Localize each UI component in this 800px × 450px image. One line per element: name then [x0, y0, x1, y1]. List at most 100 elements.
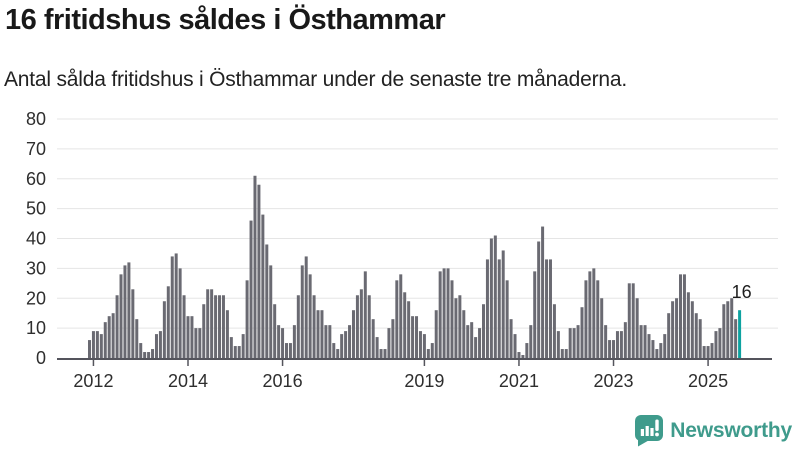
bar: [671, 301, 675, 358]
newsworthy-logo: Newsworthy: [635, 415, 792, 447]
bar: [375, 337, 379, 358]
bar: [182, 295, 186, 358]
bar: [225, 310, 229, 358]
bar: [351, 310, 355, 358]
bar: [178, 268, 182, 359]
x-tick-label: 2012: [73, 371, 113, 391]
bar: [698, 319, 702, 358]
bar: [277, 325, 281, 358]
bar: [285, 343, 288, 358]
bar: [541, 226, 545, 358]
highlighted-bar: [738, 310, 742, 358]
bar: [458, 295, 462, 358]
bar: [257, 184, 261, 358]
bar: [237, 346, 241, 358]
bar: [324, 325, 328, 358]
bar: [493, 235, 497, 358]
bar: [702, 346, 706, 358]
bar: [446, 268, 450, 359]
x-tick-label: 2025: [688, 371, 728, 391]
y-tick-label: 40: [26, 229, 46, 249]
bar: [690, 301, 694, 358]
y-tick-label: 10: [26, 318, 46, 338]
bar: [442, 268, 446, 359]
bar: [682, 274, 686, 358]
bar: [158, 331, 162, 358]
bar: [233, 346, 237, 358]
bar: [151, 349, 155, 358]
y-tick-label: 50: [26, 199, 46, 219]
bar: [596, 280, 600, 358]
bar: [328, 325, 332, 358]
bar-chart: 0 10 20 30 40 50 60 70 80 2012 2014 2016 2019 2021 202…: [26, 109, 778, 391]
bar: [143, 352, 147, 358]
bar: [734, 319, 738, 358]
bar: [706, 346, 710, 358]
bar: [273, 304, 277, 358]
bar: [403, 292, 407, 358]
page-title: 16 fritidshus såldes i Östhammar: [5, 4, 446, 36]
bar: [371, 319, 375, 358]
bar: [194, 328, 198, 359]
bar: [675, 298, 679, 358]
bar: [399, 274, 403, 358]
bar: [426, 349, 430, 358]
bar: [438, 271, 442, 358]
bar: [115, 295, 119, 358]
bar: [261, 214, 265, 358]
bar: [545, 259, 549, 358]
bar: [572, 328, 576, 359]
bar: [470, 322, 474, 358]
y-tick-label: 0: [36, 348, 46, 368]
bar: [139, 343, 143, 358]
bar: [635, 298, 639, 358]
bar: [615, 331, 619, 358]
bar: [505, 280, 509, 358]
bar: [123, 265, 127, 358]
bar: [99, 334, 103, 358]
bar: [489, 238, 493, 358]
bar: [726, 301, 730, 358]
bar: [355, 295, 359, 358]
bar: [612, 340, 616, 358]
y-tick-label: 70: [26, 139, 46, 159]
bar: [659, 343, 663, 358]
bar: [600, 298, 604, 358]
bar: [564, 349, 568, 358]
bar: [135, 319, 139, 358]
bar: [533, 271, 537, 358]
bar: [186, 316, 190, 358]
bar: [202, 304, 206, 358]
bar: [478, 328, 482, 359]
bar: [529, 325, 533, 358]
bar: [509, 319, 513, 358]
bar: [730, 298, 734, 358]
bar: [560, 349, 564, 358]
bar: [308, 274, 312, 358]
bar: [332, 343, 336, 358]
bar: [639, 325, 643, 358]
bar: [631, 283, 635, 358]
bar: [296, 295, 300, 358]
bar: [667, 313, 671, 358]
bar: [111, 313, 115, 358]
x-tick-label: 2021: [499, 371, 539, 391]
bar: [548, 259, 552, 358]
bar: [336, 349, 340, 358]
bar: [265, 244, 269, 358]
bar: [513, 334, 517, 358]
bar: [718, 328, 722, 359]
bar: [501, 250, 505, 358]
bar: [363, 271, 367, 358]
bar: [521, 355, 525, 358]
bar: [312, 295, 316, 358]
chart-subtitle: Antal sålda fritidshus i Östhammar under…: [4, 68, 627, 91]
bar: [395, 280, 399, 358]
bar: [655, 349, 659, 358]
bar: [485, 259, 489, 358]
bar: [663, 334, 667, 358]
bar: [131, 289, 135, 358]
bar: [344, 331, 348, 358]
bar: [198, 328, 202, 359]
bar: [190, 316, 194, 358]
